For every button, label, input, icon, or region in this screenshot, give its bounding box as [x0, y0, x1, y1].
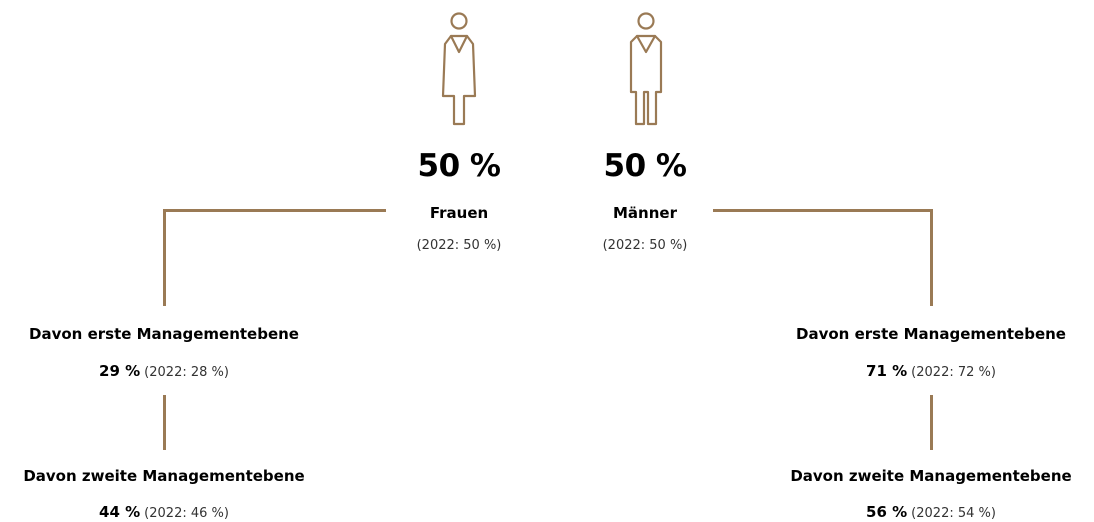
men-level1-value: 71 %: [866, 362, 908, 380]
men-level1-prev: (2022: 72 %): [911, 365, 996, 380]
women-level1-value: 29 %: [99, 362, 141, 380]
women-level-connector: [163, 395, 166, 450]
women-level2-prev: (2022: 46 %): [144, 506, 229, 521]
men-level2-label: Davon zweite Managementebene: [790, 467, 1072, 485]
women-connector-vertical: [163, 209, 166, 306]
men-level2-row: 56 % (2022: 54 %): [866, 502, 996, 521]
men-connector-horizontal: [713, 209, 933, 212]
men-level-connector: [930, 395, 933, 450]
men-level1-label: Davon erste Managementebene: [796, 325, 1066, 343]
men-label: Männer: [613, 204, 677, 222]
women-level2-label: Davon zweite Managementebene: [23, 467, 305, 485]
women-label: Frauen: [429, 204, 489, 222]
men-level2-value: 56 %: [866, 503, 908, 521]
women-prev: (2022: 50 %): [416, 238, 502, 253]
women-percent: 50 %: [417, 148, 502, 184]
women-level1-label: Davon erste Managementebene: [29, 325, 299, 343]
men-prev: (2022: 50 %): [602, 238, 688, 253]
women-level2-value: 44 %: [99, 503, 141, 521]
men-percent: 50 %: [603, 148, 688, 184]
woman-icon: [437, 12, 481, 130]
women-level1-row: 29 % (2022: 28 %): [99, 361, 229, 380]
men-connector-vertical: [930, 209, 933, 306]
women-level1-prev: (2022: 28 %): [144, 365, 229, 380]
men-level2-prev: (2022: 54 %): [911, 506, 996, 521]
men-level1-row: 71 % (2022: 72 %): [866, 361, 996, 380]
women-level2-row: 44 % (2022: 46 %): [99, 502, 229, 521]
man-icon: [624, 12, 668, 130]
women-connector-horizontal: [163, 209, 386, 212]
